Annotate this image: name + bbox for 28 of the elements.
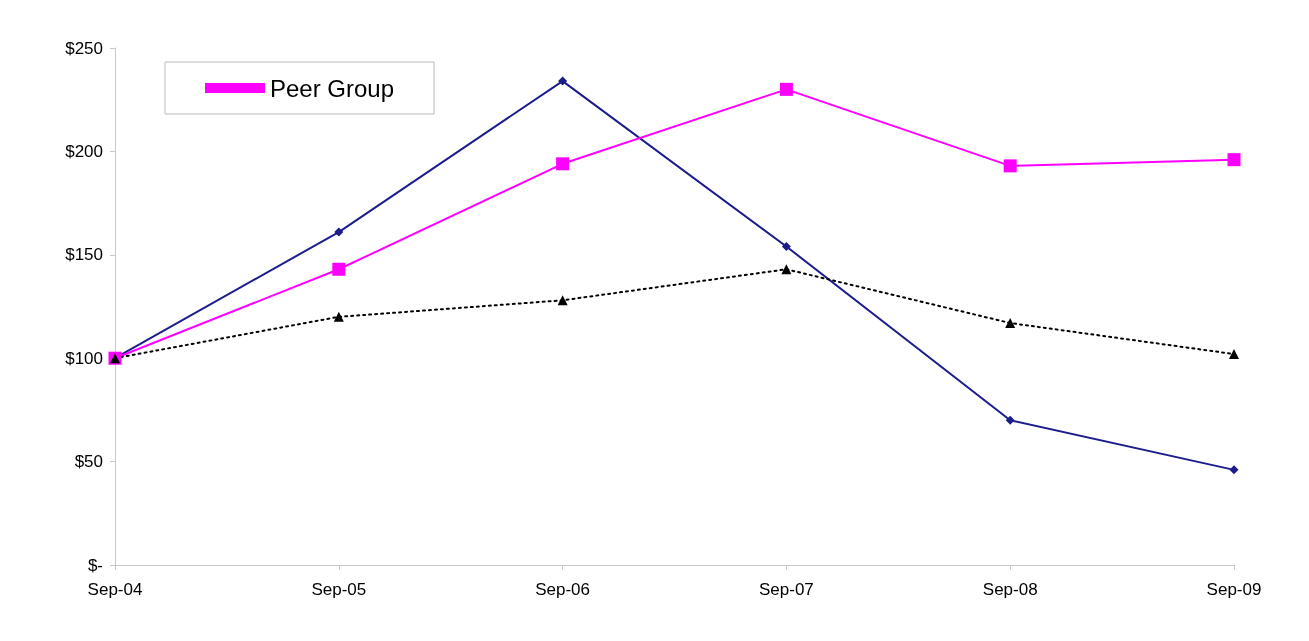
point	[1229, 349, 1239, 360]
point	[781, 242, 791, 252]
y-tick-label: $150	[65, 245, 103, 265]
y-tick-label: $250	[65, 38, 103, 58]
x-tick-label: Sep-04	[87, 580, 143, 599]
point	[1227, 153, 1241, 167]
point	[1005, 318, 1016, 329]
point	[1229, 465, 1239, 475]
legend-label: Peer Group	[270, 74, 395, 102]
point	[1005, 415, 1015, 425]
x-tick-label: Sep-09	[1206, 580, 1262, 599]
point	[333, 311, 344, 322]
x-tick-label: Sep-08	[982, 580, 1038, 599]
y-tick-label: $-	[87, 555, 103, 575]
x-tick-label: Sep-07	[758, 580, 814, 599]
point	[334, 227, 344, 237]
point	[557, 295, 568, 306]
x-tick-label: Sep-05	[311, 580, 367, 599]
y-tick-label: $200	[65, 141, 103, 161]
y-tick-label: $100	[65, 348, 103, 368]
x-tick-label: Sep-06	[535, 580, 591, 599]
point	[1003, 159, 1017, 173]
point	[779, 82, 793, 96]
point	[781, 264, 792, 275]
point	[556, 157, 570, 171]
point	[332, 262, 346, 276]
y-tick-label: $50	[74, 452, 103, 472]
point	[558, 76, 568, 86]
